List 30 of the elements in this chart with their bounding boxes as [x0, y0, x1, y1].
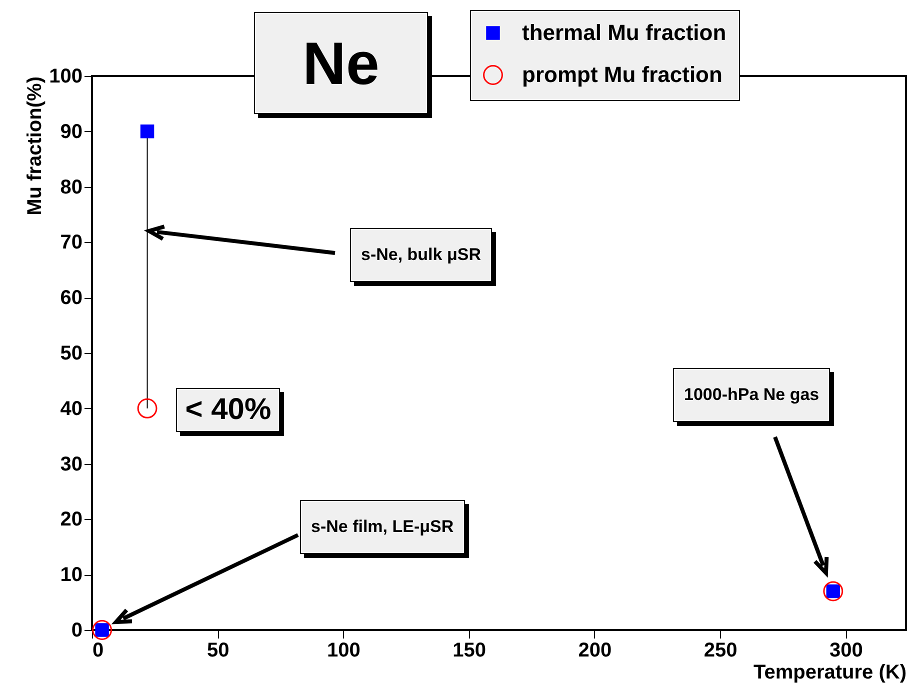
y-tick-label: 10	[60, 564, 82, 586]
y-tick-label: 50	[60, 342, 82, 364]
x-tick-label: 250	[704, 640, 738, 662]
y-axis-title: Mu fraction(%)	[24, 76, 46, 216]
legend-label: thermal Mu fraction	[522, 20, 726, 45]
x-tick-label: 100	[327, 640, 360, 662]
y-tick-label: 90	[60, 120, 82, 143]
y-tick-label: 100	[49, 66, 82, 88]
annotation: 1000-hPa Ne gas	[673, 368, 830, 422]
x-axis-title: Temperature (K)	[754, 662, 906, 684]
y-tick-label: 40	[60, 398, 82, 420]
x-tick-label: 300	[830, 640, 863, 662]
y-tick-label: 70	[60, 232, 82, 254]
y-tick-label: 80	[60, 176, 82, 198]
y-tick-label: 30	[60, 453, 82, 476]
y-tick-label: 20	[60, 508, 82, 531]
legend-label: prompt Mu fraction	[522, 62, 722, 87]
annotation: < 40%	[176, 388, 280, 432]
y-tick-label: 60	[60, 287, 82, 310]
chart-title: Ne	[254, 12, 428, 114]
annotation: s-Ne, bulk μSR	[350, 228, 492, 282]
y-tick-label: 0	[71, 620, 82, 642]
x-tick-label: 200	[578, 640, 612, 662]
point	[137, 398, 158, 418]
x-tick-label: 150	[452, 640, 486, 662]
point	[140, 124, 154, 138]
x-tick-label: 50	[206, 640, 230, 662]
x-tick-label: 0	[92, 640, 104, 662]
annotation: s-Ne film, LE-μSR	[300, 500, 465, 554]
point	[92, 620, 112, 640]
